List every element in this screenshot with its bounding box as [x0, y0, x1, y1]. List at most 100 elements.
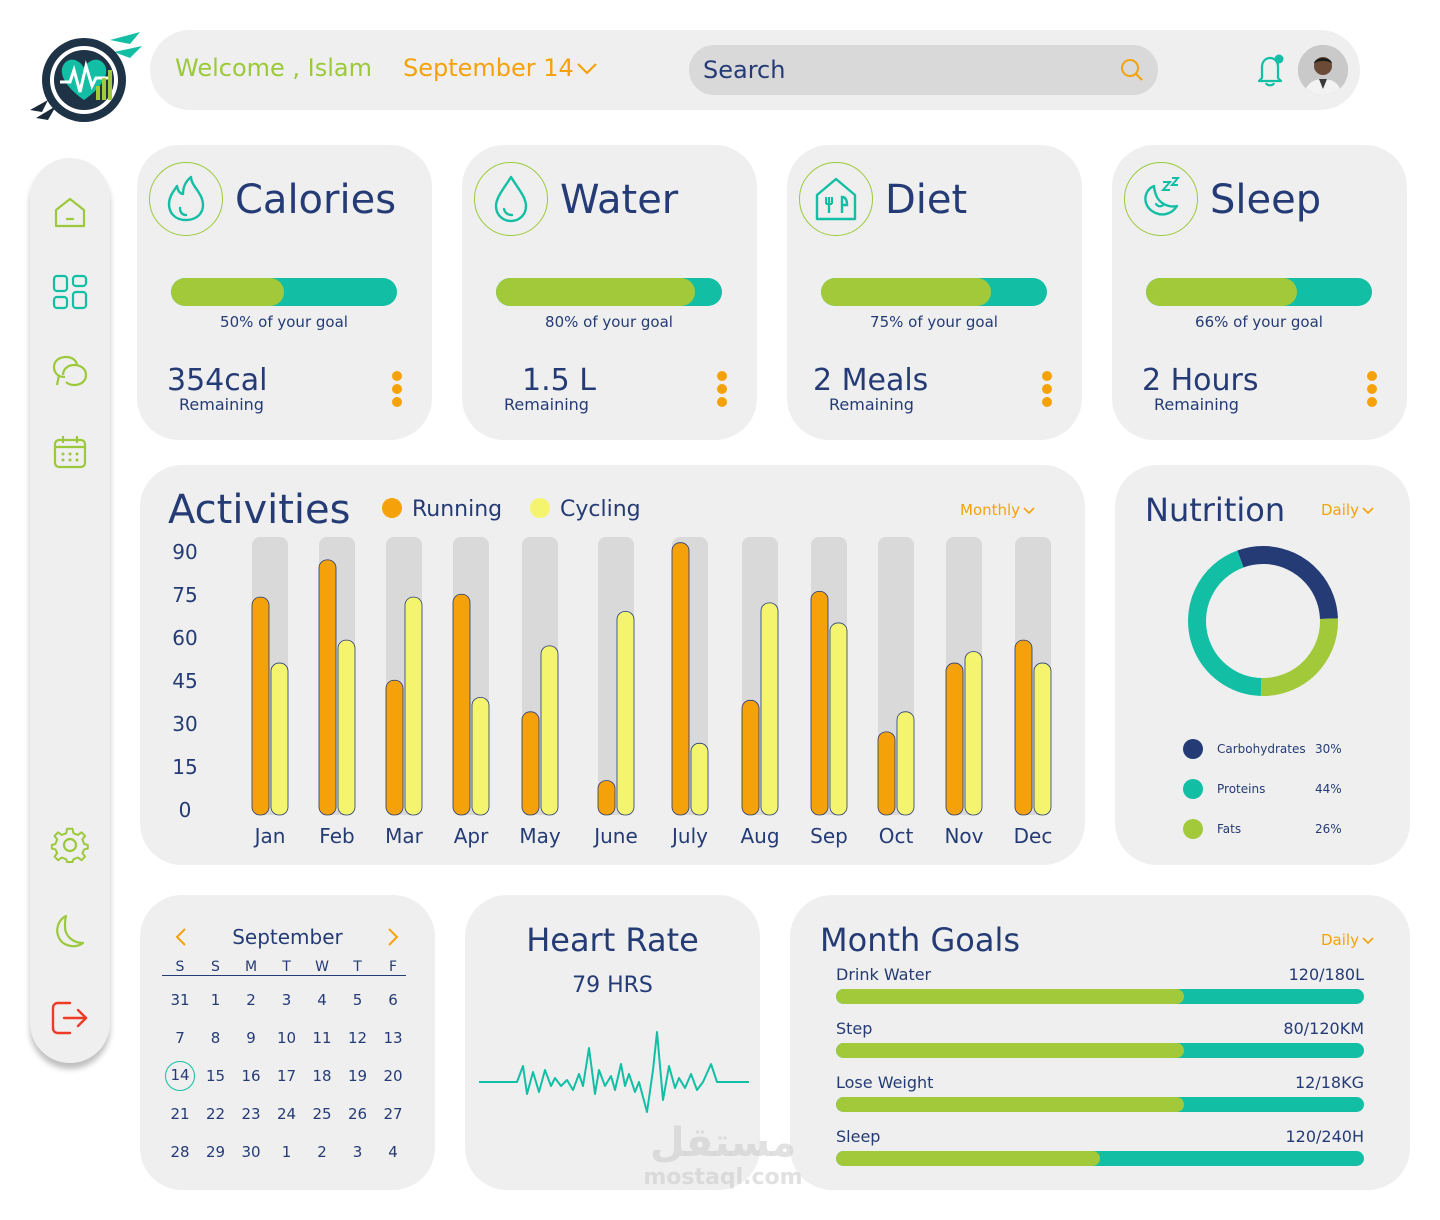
diet-icon-badge — [799, 162, 873, 236]
calendar-day[interactable]: 17 — [276, 1067, 297, 1085]
running-legend-dot — [382, 498, 402, 518]
calendar-day[interactable]: 6 — [388, 991, 398, 1009]
diet-more-menu[interactable] — [1037, 371, 1057, 411]
running-bar — [452, 593, 471, 816]
sidebar-item-logout[interactable] — [50, 998, 90, 1038]
calendar-day[interactable]: 2 — [317, 1143, 327, 1161]
calendar-day[interactable]: 22 — [205, 1105, 226, 1123]
cycling-bar — [896, 711, 915, 816]
home-icon — [54, 197, 86, 228]
calendar-day[interactable]: 5 — [352, 991, 363, 1009]
calendar-day[interactable]: 23 — [241, 1105, 261, 1123]
calendar-weekday: S — [175, 959, 185, 975]
sidebar-item-dark-mode[interactable] — [50, 912, 90, 952]
calendar-day[interactable]: 1 — [210, 991, 221, 1009]
calendar-weekday: W — [315, 959, 329, 975]
activities-period-dropdown[interactable]: Monthly — [960, 501, 1036, 519]
sleep-title: Sleep — [1210, 177, 1322, 223]
x-tick-label: Jan — [253, 824, 286, 848]
chat-icon — [52, 355, 88, 387]
calendar-day[interactable]: 31 — [170, 991, 190, 1009]
running-bar — [810, 591, 829, 816]
sidebar-item-dashboard[interactable] — [50, 272, 90, 312]
flame-icon — [167, 175, 205, 222]
calendar-day[interactable]: 29 — [205, 1143, 226, 1161]
goal-fill-lose-weight — [836, 1097, 1185, 1112]
calendar-day[interactable]: 7 — [175, 1029, 185, 1047]
calendar-day[interactable]: 24 — [276, 1105, 297, 1123]
water-more-menu[interactable] — [712, 371, 732, 411]
cycling-bar — [1033, 662, 1052, 816]
welcome-text: Welcome , Islam — [175, 54, 373, 82]
calendar-day[interactable]: 16 — [241, 1067, 261, 1085]
moon-icon — [56, 914, 85, 948]
calendar-day[interactable]: 3 — [352, 1143, 363, 1161]
proteins-percent: 44% — [1315, 782, 1342, 796]
calendar-day[interactable]: 8 — [210, 1029, 221, 1047]
calendar-next-button[interactable] — [386, 927, 400, 947]
x-tick-label: Apr — [454, 824, 489, 848]
calendar-day[interactable]: 18 — [312, 1067, 332, 1085]
sidebar — [30, 158, 110, 1063]
calendar-icon — [53, 436, 87, 469]
calendar-day[interactable]: 4 — [317, 991, 327, 1009]
search-icon[interactable] — [1120, 58, 1144, 82]
user-avatar[interactable] — [1298, 45, 1348, 95]
diet-progress-caption: 75% of your goal — [870, 313, 998, 331]
calendar-day[interactable]: 12 — [347, 1029, 368, 1047]
app-logo — [30, 32, 142, 122]
calendar-day[interactable]: 30 — [241, 1143, 261, 1161]
goal-value-sleep: 120/240H — [1285, 1127, 1365, 1146]
calendar-day[interactable]: 3 — [281, 991, 292, 1009]
sleep-more-menu[interactable] — [1362, 371, 1382, 411]
goals-period-dropdown[interactable]: Daily — [1321, 931, 1375, 949]
sidebar-item-home[interactable] — [50, 192, 90, 232]
diet-card: Diet 75% of your goal 2 Meals Remaining — [787, 145, 1082, 440]
bell-icon[interactable] — [1254, 52, 1286, 88]
sidebar-item-settings[interactable] — [50, 826, 90, 866]
calendar-day[interactable]: 27 — [383, 1105, 403, 1123]
water-remaining-label: Remaining — [504, 395, 589, 414]
calendar-weekday: F — [388, 959, 398, 975]
calendar-weekday: S — [211, 959, 220, 975]
nutrition-period-dropdown[interactable]: Daily — [1321, 501, 1375, 519]
calendar-day[interactable]: 25 — [312, 1105, 332, 1123]
calendar-day[interactable]: 28 — [170, 1143, 190, 1161]
calories-more-menu[interactable] — [387, 371, 407, 411]
calendar-day[interactable]: 1 — [281, 1143, 292, 1161]
calendar-day[interactable]: 2 — [246, 991, 256, 1009]
heart-rate-value: 79 HRS — [572, 973, 653, 998]
heart-rate-waveform — [479, 1031, 749, 1113]
donut-slice — [1188, 546, 1338, 696]
x-tick-label: July — [670, 824, 708, 848]
calendar-day[interactable]: 21 — [170, 1105, 190, 1123]
date-picker[interactable]: September 14 — [403, 54, 598, 82]
calendar-day[interactable]: 26 — [347, 1105, 368, 1123]
calendar-prev-button[interactable] — [174, 927, 188, 947]
calendar-day[interactable]: 4 — [388, 1143, 398, 1161]
calendar-day[interactable]: 13 — [383, 1029, 403, 1047]
y-tick-label: 15 — [172, 755, 197, 779]
y-tick-label: 30 — [172, 712, 197, 736]
calendar-day[interactable]: 9 — [246, 1029, 256, 1047]
y-tick-label: 0 — [179, 798, 192, 822]
sidebar-item-chat[interactable] — [50, 352, 90, 392]
nutrition-period-label: Daily — [1321, 501, 1359, 519]
search-input[interactable] — [689, 45, 1158, 95]
diet-progress-bar — [821, 278, 1047, 306]
sleep-remaining-label: Remaining — [1154, 395, 1239, 414]
goal-bar-lose-weight — [836, 1097, 1364, 1112]
calendar-day[interactable]: 14 — [165, 1061, 195, 1091]
goal-value-lose-weight: 12/18KG — [1295, 1073, 1364, 1092]
sidebar-item-calendar[interactable] — [50, 432, 90, 472]
cycling-bar — [964, 651, 983, 816]
calendar-day[interactable]: 10 — [276, 1029, 297, 1047]
water-title: Water — [560, 177, 679, 223]
calories-progress-fill — [171, 278, 284, 306]
calendar-day[interactable]: 15 — [205, 1067, 226, 1085]
calendar-day[interactable]: 20 — [383, 1067, 403, 1085]
calories-icon-badge — [149, 162, 223, 236]
calendar-day[interactable]: 11 — [312, 1029, 332, 1047]
calendar-day[interactable]: 19 — [347, 1067, 368, 1085]
